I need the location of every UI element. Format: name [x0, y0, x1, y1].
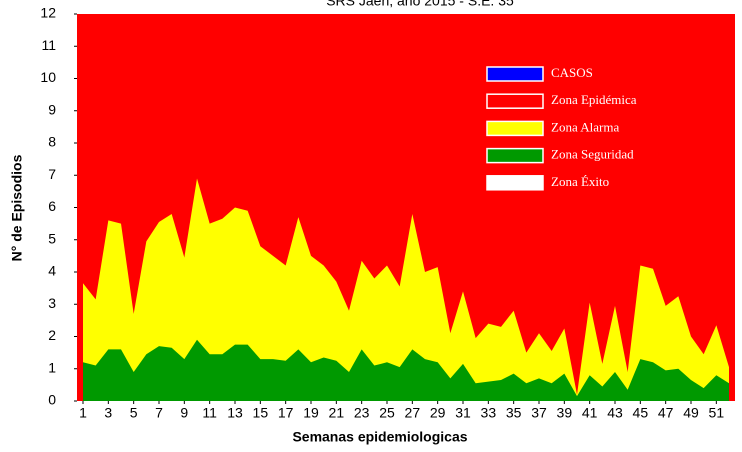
plot-area [77, 14, 735, 401]
y-tick-label: 11 [41, 37, 56, 53]
x-tick-label: 29 [430, 405, 446, 421]
legend-swatch [486, 66, 544, 82]
legend-label: Zona Seguridad [551, 147, 634, 162]
x-tick-label: 15 [253, 405, 269, 421]
x-tick-label: 31 [455, 405, 471, 421]
x-tick-label: 1 [79, 405, 87, 421]
x-tick-label: 3 [104, 405, 112, 421]
x-tick-label: 33 [481, 405, 497, 421]
y-tick-label: 6 [48, 198, 56, 214]
zone-area [83, 339, 729, 401]
x-tick-label: 35 [506, 405, 522, 421]
x-tick-label: 25 [379, 405, 395, 421]
x-tick-label: 45 [633, 405, 649, 421]
x-tick-label: 13 [227, 405, 243, 421]
x-tick-label: 23 [354, 405, 370, 421]
x-tick-label: 41 [582, 405, 598, 421]
y-tick-label: 5 [48, 230, 56, 246]
legend-label: CASOS [551, 65, 593, 80]
y-tick-label: 12 [40, 5, 56, 21]
x-tick-label: 7 [155, 405, 163, 421]
y-tick-label: 4 [48, 263, 56, 279]
y-tick-label: 1 [48, 359, 56, 375]
y-axis-label: N° de Episodios [9, 154, 25, 261]
x-tick-label: 43 [607, 405, 623, 421]
y-tick-label: 8 [48, 134, 56, 150]
legend-swatch [486, 147, 544, 164]
x-axis-label: Semanas epidemiologicas [292, 429, 467, 445]
legend-label: Zona Éxito [551, 174, 609, 189]
x-tick-label: 37 [531, 405, 547, 421]
x-tick-label: 51 [709, 405, 725, 421]
legend-label: Zona Epidémica [551, 92, 637, 107]
x-tick-label: 5 [130, 405, 138, 421]
legend-label: Zona Alarma [551, 119, 619, 134]
legend-swatch [486, 93, 544, 109]
x-tick-label: 49 [683, 405, 699, 421]
y-tick-label: 2 [48, 327, 56, 343]
x-tick-label: 11 [202, 405, 217, 421]
legend-swatch [486, 175, 544, 191]
x-tick-label: 27 [405, 405, 421, 421]
x-tick-label: 21 [329, 405, 345, 421]
legend: CASOS Zona Epidémica Zona Alarma Zona Segur… [486, 65, 637, 191]
x-tick-label: 39 [557, 405, 573, 421]
x-tick-label: 9 [180, 405, 188, 421]
y-tick-label: 9 [48, 101, 56, 117]
x-tick-label: 19 [303, 405, 319, 421]
y-tick-label: 10 [40, 69, 56, 85]
chart-title: SRS Jaén, año 2015 - S.E. 35 [326, 0, 514, 9]
x-tick-label: 47 [658, 405, 674, 421]
y-tick-label: 0 [48, 392, 56, 408]
y-tick-label: 7 [48, 166, 56, 182]
y-tick-label: 3 [48, 295, 56, 311]
legend-swatch [486, 120, 544, 137]
x-tick-label: 17 [278, 405, 294, 421]
